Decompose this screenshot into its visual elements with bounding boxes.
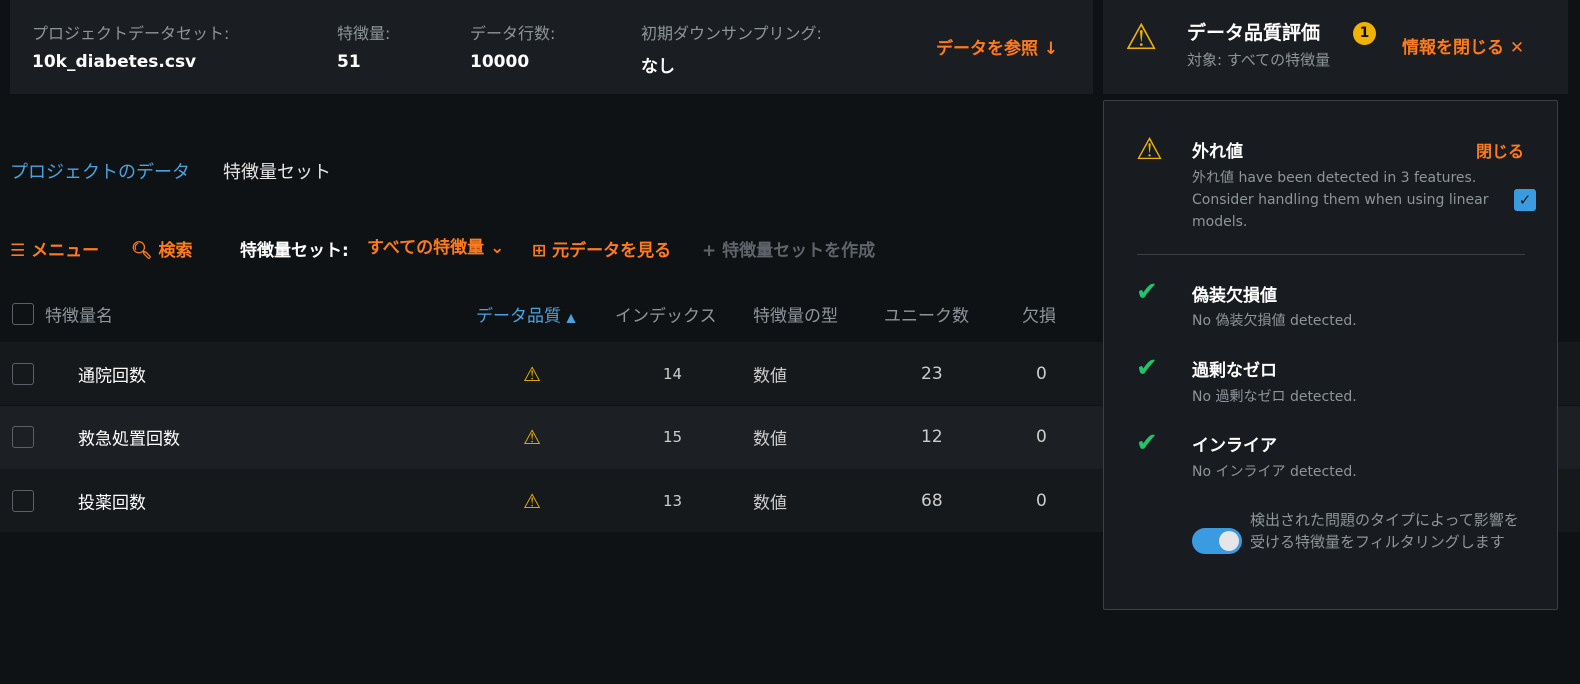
row-checkbox[interactable] xyxy=(12,362,34,385)
menu-button[interactable]: ☰ メニュー xyxy=(10,241,100,261)
feature-index: 13 xyxy=(663,491,683,510)
check-icon: ✔ xyxy=(1136,277,1158,307)
feature-missing: 0 xyxy=(1036,427,1047,447)
chevron-up-icon: ▲ xyxy=(566,310,576,324)
feature-missing: 0 xyxy=(1036,490,1047,511)
quality-title: データ品質評価 xyxy=(1187,22,1321,44)
downsampling-meta: 初期ダウンサンプリング: なし xyxy=(641,24,822,77)
outliers-title: 外れ値 xyxy=(1192,142,1243,162)
header-name[interactable]: 特徴量名 xyxy=(45,306,113,326)
rows-meta: データ行数: 10000 xyxy=(470,24,556,72)
feature-missing: 0 xyxy=(1036,363,1047,384)
feature-name[interactable]: 救急処置回数 xyxy=(78,429,180,450)
header-index[interactable]: インデックス xyxy=(615,306,717,326)
filter-toggle[interactable] xyxy=(1192,528,1242,554)
feature-unique: 12 xyxy=(921,427,943,447)
warning-icon[interactable]: ⚠ xyxy=(523,488,541,513)
warning-icon: ⚠ xyxy=(1125,17,1158,58)
feature-set-dropdown[interactable]: すべての特徴量 ⌄ xyxy=(367,238,505,258)
disguised-missing-desc: No 偽装欠損値 detected. xyxy=(1192,313,1357,329)
search-icon: 🔍︎ xyxy=(131,241,153,261)
row-checkbox[interactable] xyxy=(12,426,34,448)
excess-zero-title: 過剰なゼロ xyxy=(1192,361,1277,381)
header-quality[interactable]: データ品質 ▲ xyxy=(476,306,576,326)
quality-subtitle: 対象: すべての特徴量 xyxy=(1187,51,1331,69)
close-info-button[interactable]: 情報を閉じる ✕ xyxy=(1402,38,1525,58)
outliers-checkbox[interactable]: ✓ xyxy=(1514,189,1536,211)
create-set-button[interactable]: + 特徴量セットを作成 xyxy=(702,241,876,261)
warning-icon[interactable]: ⚠ xyxy=(523,425,541,449)
tab-feature-sets[interactable]: 特徴量セット xyxy=(223,162,331,183)
check-icon: ✔ xyxy=(1136,428,1158,458)
feature-index: 14 xyxy=(663,364,683,383)
row-checkbox[interactable] xyxy=(12,489,34,512)
table-icon: ⊞ xyxy=(532,241,547,261)
issue-count-badge: 1 xyxy=(1353,22,1376,45)
disguised-missing-title: 偽装欠損値 xyxy=(1192,286,1277,306)
outliers-desc: 外れ値 have been detected in 3 features. Co… xyxy=(1192,170,1489,230)
view-data-link[interactable]: データを参照 ↓ xyxy=(936,39,1059,59)
features-meta: 特徴量: 51 xyxy=(337,24,391,72)
table-header: 特徴量名 データ品質 ▲ インデックス 特徴量の型 ユニーク数 欠損 xyxy=(0,282,1580,345)
inlier-desc: No インライア detected. xyxy=(1192,464,1357,480)
feature-type: 数値 xyxy=(753,429,787,450)
header-type[interactable]: 特徴量の型 xyxy=(753,306,838,326)
menu-icon: ☰ xyxy=(10,241,26,261)
outliers-close-button[interactable]: 閉じる xyxy=(1476,142,1525,161)
header-unique[interactable]: ユニーク数 xyxy=(884,306,969,326)
divider xyxy=(1137,254,1525,255)
plus-icon: + xyxy=(702,241,717,261)
inlier-title: インライア xyxy=(1192,436,1277,456)
select-all-checkbox[interactable] xyxy=(12,302,34,325)
feature-type: 数値 xyxy=(753,366,787,386)
feature-unique: 23 xyxy=(921,363,943,384)
project-summary-bar: プロジェクトデータセット: 10k_diabetes.csv 特徴量: 51 データ… xyxy=(10,0,1093,94)
warning-icon: ⚠ xyxy=(1136,132,1163,167)
filter-toggle-label: 検出された問題のタイプによって影響を受ける特徴量をフィルタリングします xyxy=(1250,511,1519,551)
excess-zero-desc: No 過剰なゼロ detected. xyxy=(1192,389,1357,405)
tab-project-data[interactable]: プロジェクトのデータ xyxy=(10,162,190,183)
search-button[interactable]: 🔍︎ 検索 xyxy=(131,241,193,261)
feature-set-label: 特徴量セット: xyxy=(240,241,349,261)
check-icon: ✔ xyxy=(1136,353,1158,383)
feature-name[interactable]: 通院回数 xyxy=(78,366,146,386)
feature-type: 数値 xyxy=(753,493,787,513)
feature-name[interactable]: 投薬回数 xyxy=(78,493,146,513)
view-raw-button[interactable]: ⊞ 元データを見る xyxy=(532,241,672,261)
header-missing[interactable]: 欠損 xyxy=(1022,306,1056,326)
chevron-down-icon: ⌄ xyxy=(490,238,505,258)
dataset-meta: プロジェクトデータセット: 10k_diabetes.csv xyxy=(32,24,230,72)
quality-popover: ⚠ 外れ値 閉じる 外れ値 have been detected in 3 fe… xyxy=(1103,100,1558,610)
warning-icon[interactable]: ⚠ xyxy=(523,361,541,386)
feature-index: 15 xyxy=(663,428,683,446)
feature-unique: 68 xyxy=(921,490,943,511)
data-quality-header: ⚠ データ品質評価 1 対象: すべての特徴量 情報を閉じる ✕ xyxy=(1103,0,1568,94)
